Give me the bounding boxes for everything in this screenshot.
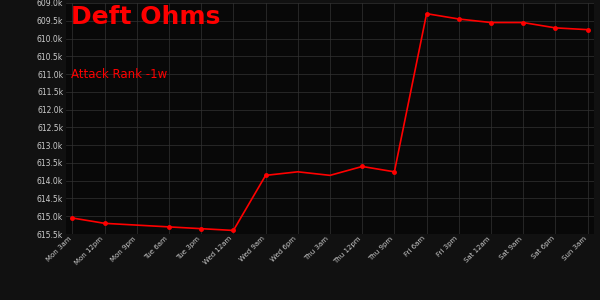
Text: Attack Rank -1w: Attack Rank -1w [71,68,167,81]
Text: Deft Ohms: Deft Ohms [71,5,221,29]
